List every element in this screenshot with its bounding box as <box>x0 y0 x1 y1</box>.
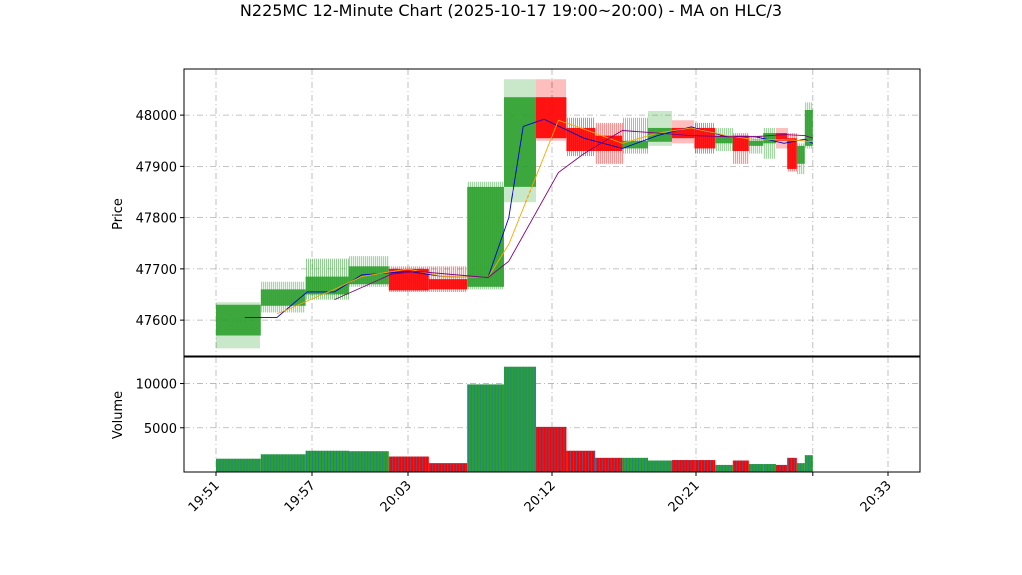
volume-bar <box>622 457 648 472</box>
x-tick-label: 19:51 <box>186 478 223 515</box>
candle-body <box>622 140 648 149</box>
volume-bar <box>787 457 797 472</box>
candle-body <box>776 133 788 141</box>
candle-body <box>428 279 468 290</box>
x-tick-label: 19:57 <box>282 478 319 515</box>
candle-body <box>216 304 261 336</box>
volume-bar-fill <box>715 464 733 472</box>
candle-up <box>763 127 776 159</box>
volume-bar <box>715 464 733 472</box>
candle-down <box>776 127 788 149</box>
moving-average-lines <box>244 118 814 319</box>
candle-down <box>595 122 623 164</box>
candle-down <box>787 133 797 172</box>
candle-up <box>622 117 648 154</box>
volume-bar-fill <box>648 460 672 472</box>
volume-bar <box>732 460 749 472</box>
candle-body <box>536 97 567 139</box>
candle-down <box>694 122 716 154</box>
volume-bar <box>804 455 813 472</box>
volume-bar <box>260 454 306 472</box>
volume-bar-fill <box>694 460 716 472</box>
candle-body <box>787 138 797 169</box>
volume-y-tick-label: 10000 <box>136 378 177 393</box>
price-y-tick-label: 48000 <box>136 109 177 124</box>
volume-bar-fill <box>776 464 788 472</box>
volume-axis-label: Volume <box>111 391 126 439</box>
volume-bar <box>694 460 716 472</box>
volume-y-tick-label: 5000 <box>144 422 177 437</box>
candle-body <box>715 135 733 144</box>
volume-bar-fill <box>732 460 749 472</box>
price-y-tick-label: 47700 <box>136 263 177 278</box>
candle-down <box>428 266 468 292</box>
candle-body <box>467 186 504 287</box>
candle-body <box>732 135 749 151</box>
volume-bar-fill <box>536 426 567 472</box>
volume-bar-fill <box>260 454 306 472</box>
candle-up <box>216 302 261 349</box>
volume-bars <box>216 366 813 472</box>
candle-down <box>388 266 429 292</box>
x-tick-label: 20:12 <box>522 478 559 515</box>
price-y-tick-label: 47900 <box>136 160 177 175</box>
candle-up <box>796 143 805 175</box>
candle-body <box>694 127 716 149</box>
candle-up <box>504 79 536 203</box>
chart-title: N225MC 12-Minute Chart (2025-10-17 19:00… <box>239 1 783 20</box>
volume-bar <box>348 451 389 472</box>
candle-up <box>715 127 733 151</box>
candle-down <box>536 79 567 141</box>
candle-up <box>260 281 306 313</box>
volume-bar <box>467 384 504 472</box>
x-tick-label: 20:03 <box>378 478 415 515</box>
volume-bar <box>595 457 623 472</box>
volume-bar-fill <box>216 458 261 472</box>
volume-bar <box>305 450 349 472</box>
price-axis-label: Price <box>111 198 126 230</box>
x-tick-label: 20:21 <box>666 478 703 515</box>
moving-average-long-line <box>334 130 813 301</box>
candle-up <box>348 256 389 287</box>
volume-bar-fill <box>787 457 797 472</box>
price-y-tick-label: 47600 <box>136 314 177 329</box>
candle-body <box>504 97 536 187</box>
volume-bar <box>504 366 536 472</box>
volume-bar-fill <box>763 464 776 472</box>
candle-body <box>595 135 623 151</box>
volume-bar <box>796 463 805 472</box>
candle-up <box>648 111 672 146</box>
moving-average-mid-line <box>276 119 813 315</box>
candle-body <box>748 140 764 146</box>
volume-bar <box>748 464 764 472</box>
candle-down <box>732 133 749 164</box>
volume-bar-fill <box>305 450 349 472</box>
candle-body <box>260 289 306 306</box>
volume-bar <box>216 458 261 472</box>
candle-down <box>672 120 695 144</box>
volume-bar <box>763 464 776 472</box>
candle-up <box>467 181 504 290</box>
volume-bar <box>648 460 672 472</box>
candle-body <box>672 127 695 139</box>
candle-body <box>388 268 429 291</box>
price-panel-frame <box>183 68 921 357</box>
volume-bar <box>536 426 567 472</box>
volume-bar <box>428 463 468 472</box>
volume-bar <box>776 464 788 472</box>
candle-body <box>804 110 813 146</box>
volume-bar <box>566 450 596 472</box>
candle-body <box>796 145 805 164</box>
price-y-tick-label: 47800 <box>136 212 177 227</box>
volume-bar <box>672 460 695 472</box>
candle-body <box>763 133 776 144</box>
x-tick-label: 20:33 <box>858 478 895 515</box>
volume-bar-fill <box>672 460 695 472</box>
candles <box>216 79 813 349</box>
volume-bar <box>388 456 429 472</box>
